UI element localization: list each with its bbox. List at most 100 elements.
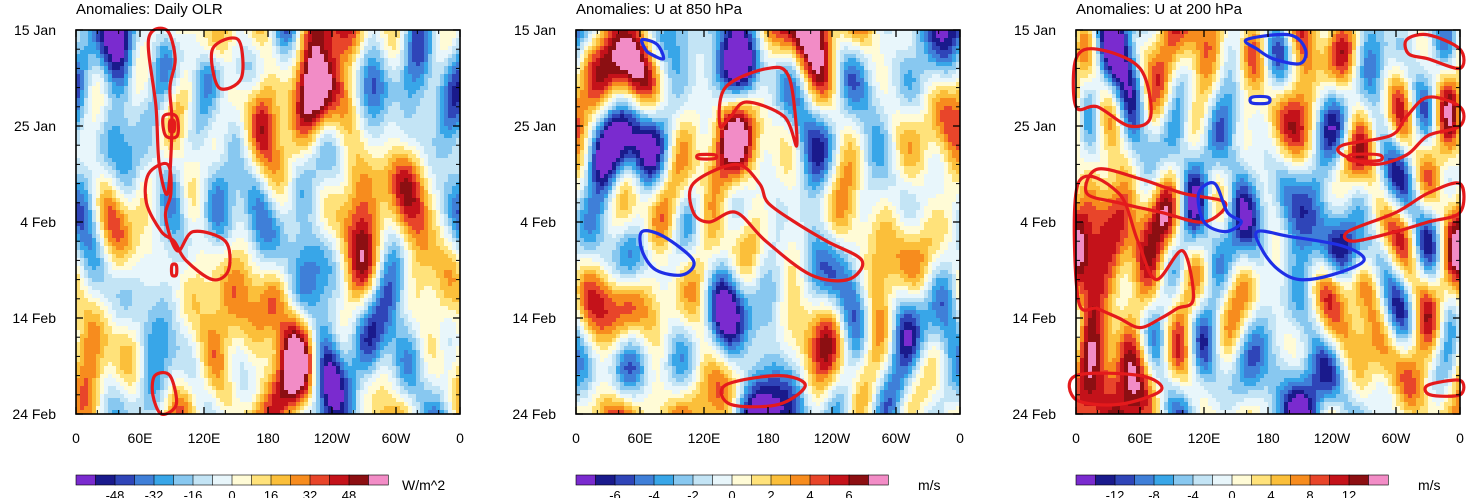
field-cell <box>292 110 297 115</box>
field-cell <box>204 118 209 123</box>
field-cell <box>456 114 461 119</box>
field-cell <box>252 138 257 143</box>
field-cell <box>152 206 157 211</box>
field-cell <box>124 90 129 95</box>
field-cell <box>372 170 377 175</box>
field-cell <box>156 194 161 199</box>
field-cell <box>328 74 333 79</box>
field-cell <box>368 134 373 139</box>
field-cell <box>388 194 393 199</box>
field-cell <box>172 194 177 199</box>
field-cell <box>452 74 457 79</box>
field-cell <box>424 222 429 227</box>
field-cell <box>316 114 321 119</box>
field-cell <box>232 142 237 147</box>
field-cell <box>288 74 293 79</box>
field-cell <box>304 30 309 35</box>
field-cell <box>228 62 233 67</box>
field-cell <box>148 150 153 155</box>
field-cell <box>236 122 241 127</box>
field-cell <box>236 230 241 235</box>
field-cell <box>252 198 257 203</box>
field-cell <box>336 174 341 179</box>
field-cell <box>380 138 385 143</box>
field-cell <box>456 170 461 175</box>
field-cell <box>324 66 329 71</box>
field-cell <box>408 114 413 119</box>
field-cell <box>160 150 165 155</box>
field-cell <box>220 46 225 51</box>
field-cell <box>452 42 457 47</box>
field-cell <box>300 154 305 159</box>
field-cell <box>388 186 393 191</box>
field-cell <box>228 46 233 51</box>
field-cell <box>332 214 337 219</box>
field-cell <box>264 110 269 115</box>
field-cell <box>316 178 321 183</box>
field-cell <box>176 150 181 155</box>
field-cell <box>408 186 413 191</box>
field-cell <box>200 38 205 43</box>
field-cell <box>348 106 353 111</box>
field-cell <box>312 186 317 191</box>
field-cell <box>320 202 325 207</box>
field-cell <box>300 214 305 219</box>
field-cell <box>148 226 153 231</box>
field-cell <box>428 106 433 111</box>
field-cell <box>400 42 405 47</box>
field-cell <box>100 226 105 231</box>
field-cell <box>232 114 237 119</box>
field-cell <box>348 90 353 95</box>
field-cell <box>416 194 421 199</box>
field-cell <box>416 102 421 107</box>
field-cell <box>128 122 133 127</box>
field-cell <box>164 62 169 67</box>
field-cell <box>128 146 133 151</box>
field-cell <box>408 34 413 39</box>
field-cell <box>296 58 301 63</box>
field-cell <box>80 174 85 179</box>
field-cell <box>156 94 161 99</box>
field-cell <box>200 218 205 223</box>
field-cell <box>140 54 145 59</box>
field-cell <box>404 82 409 87</box>
field-cell <box>200 202 205 207</box>
field-cell <box>164 118 169 123</box>
field-cell <box>348 210 353 215</box>
field-cell <box>104 126 109 131</box>
field-cell <box>116 94 121 99</box>
field-cell <box>324 206 329 211</box>
field-cell <box>304 146 309 151</box>
field-cell <box>284 106 289 111</box>
field-cell <box>400 78 405 83</box>
field-cell <box>144 222 149 227</box>
field-cell <box>276 186 281 191</box>
field-cell <box>332 210 337 215</box>
field-cell <box>280 86 285 91</box>
field-cell <box>368 106 373 111</box>
field-cell <box>104 178 109 183</box>
field-cell <box>428 218 433 223</box>
field-cell <box>308 170 313 175</box>
field-cell <box>88 62 93 67</box>
field-cell <box>368 222 373 227</box>
field-cell <box>388 98 393 103</box>
field-cell <box>412 198 417 203</box>
field-cell <box>104 202 109 207</box>
field-cell <box>348 126 353 131</box>
field-cell <box>344 146 349 151</box>
field-cell <box>364 122 369 127</box>
field-cell <box>448 130 453 135</box>
field-cell <box>196 106 201 111</box>
field-cell <box>180 218 185 223</box>
field-cell <box>424 166 429 171</box>
field-cell <box>188 154 193 159</box>
field-cell <box>264 34 269 39</box>
field-cell <box>132 70 137 75</box>
field-cell <box>312 226 317 231</box>
field-cell <box>396 198 401 203</box>
field-cell <box>212 150 217 155</box>
field-cell <box>392 174 397 179</box>
field-cell <box>356 90 361 95</box>
field-cell <box>420 174 425 179</box>
